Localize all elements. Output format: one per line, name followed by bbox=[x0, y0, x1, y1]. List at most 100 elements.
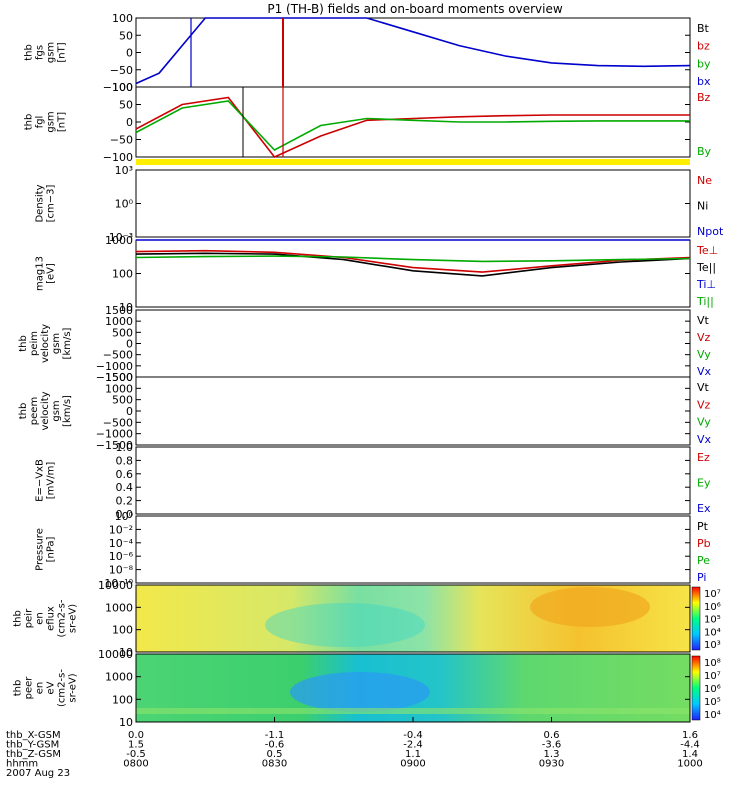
legend-Ey: Ey bbox=[697, 477, 711, 490]
xaxis-value: 0.0 bbox=[128, 730, 144, 741]
legend-Ni: Ni bbox=[697, 200, 708, 213]
ylabel-line: gsm bbox=[46, 42, 57, 63]
series-fgl-Bz bbox=[135, 96, 690, 158]
y-tick-label: 10000 bbox=[98, 579, 133, 592]
y-tick-label: 1000 bbox=[105, 601, 133, 614]
xaxis-value: 1.4 bbox=[682, 749, 698, 760]
ylabel-line: (cm2-s- bbox=[57, 669, 68, 707]
series-temp-Te⊥ bbox=[135, 249, 691, 273]
ylabel-line: fgs bbox=[35, 45, 46, 60]
ylabel-line: [km/s] bbox=[62, 395, 73, 427]
panel-ylabel: thbpeereneV(cm2-s-sr-eV) bbox=[13, 669, 79, 707]
panel-frame bbox=[135, 515, 691, 584]
ylabel-line: sr-eV) bbox=[68, 673, 79, 702]
y-tick-label: 1000 bbox=[105, 671, 133, 684]
y-tick-label: −100 bbox=[103, 151, 133, 164]
panel-ylabel: thbpeireneflux(cm2-s-sr-eV) bbox=[13, 599, 79, 637]
legend-Ex: Ex bbox=[697, 502, 711, 515]
ylabel-line: [km/s] bbox=[62, 327, 73, 359]
panel-ylabel: thbpeemvelocitygsm[km/s] bbox=[18, 391, 73, 430]
ylabel-line: thb bbox=[13, 680, 24, 697]
y-tick-label: 100 bbox=[112, 12, 133, 25]
colorbar bbox=[691, 655, 701, 721]
legend-Vt: Vt bbox=[697, 381, 710, 394]
legend-Vx: Vx bbox=[697, 365, 712, 378]
xaxis-value: 0900 bbox=[400, 759, 425, 770]
ylabel-line: fgl bbox=[35, 116, 46, 129]
panel-ylabel: thbfgsgsm[nT] bbox=[24, 42, 68, 63]
y-tick-label: 500 bbox=[112, 394, 133, 407]
y-tick-label: 10⁰ bbox=[115, 198, 134, 211]
legend-Ti⊥: Ti⊥ bbox=[696, 278, 716, 291]
peer-low-energy-band bbox=[136, 708, 690, 714]
xaxis-value: 1000 bbox=[677, 759, 702, 770]
ylabel-line: [nT] bbox=[57, 112, 68, 132]
xaxis-value: -2.4 bbox=[403, 740, 423, 751]
legend-Npot: Npot bbox=[697, 225, 724, 238]
legend-Pt: Pt bbox=[697, 520, 709, 533]
legend-Vz: Vz bbox=[697, 331, 711, 344]
panel-ylabel: E=−VxB[mV/m] bbox=[35, 459, 57, 502]
legend-Vz: Vz bbox=[697, 398, 711, 411]
ylabel-line: peir bbox=[24, 608, 35, 628]
legend-Vy: Vy bbox=[697, 416, 711, 429]
legend-by: by bbox=[697, 57, 711, 70]
y-tick-label: 0.0 bbox=[116, 508, 134, 521]
ylabel-line: peer bbox=[24, 676, 35, 700]
panel-ylabel: Pressure[nPa] bbox=[35, 528, 57, 571]
panel-exb: 1.00.80.60.40.20.0 E=−VxB[mV/m] Ez Ey Ex bbox=[35, 441, 711, 521]
ylabel-line: eflux bbox=[46, 606, 57, 631]
panel-ylabel: Density[cm−3] bbox=[35, 184, 57, 222]
legend-bx: bx bbox=[697, 75, 711, 88]
y-tick-label: 0.2 bbox=[116, 495, 134, 508]
panel-frame bbox=[135, 446, 691, 515]
xaxis-value: 0.5 bbox=[267, 749, 283, 760]
ylabel-line: peem bbox=[29, 397, 40, 425]
colorbar-label: 10⁷ bbox=[704, 589, 721, 600]
ylabel-line: E=−VxB bbox=[35, 459, 46, 502]
xaxis-value: 1.3 bbox=[544, 749, 560, 760]
y-tick-label: 10⁰ bbox=[115, 510, 134, 523]
colorbar-label: 10⁶ bbox=[704, 602, 721, 613]
ylabel-line: eV bbox=[46, 681, 57, 694]
y-tick-label: 50 bbox=[119, 99, 133, 112]
y-tick-label: 0.8 bbox=[116, 454, 134, 467]
y-tick-label: −1500 bbox=[96, 439, 133, 452]
ylabel-line: velocity bbox=[40, 324, 51, 363]
quality-flag-bar bbox=[136, 159, 690, 165]
ylabel-line: (cm2-s- bbox=[57, 599, 68, 637]
ylabel-line: [eV] bbox=[46, 263, 57, 284]
series-fgl-By bbox=[135, 100, 690, 151]
xaxis-value: -4.4 bbox=[680, 740, 700, 751]
panel-ylabel: thbfglgsm[nT] bbox=[24, 111, 68, 132]
xaxis-value: 0800 bbox=[123, 759, 148, 770]
legend-Te||: Te|| bbox=[696, 261, 716, 274]
colorbar-label: 10⁸ bbox=[704, 658, 721, 669]
legend-Ez: Ez bbox=[697, 451, 710, 464]
xaxis-row-label: thb_X-GSM bbox=[6, 730, 61, 741]
y-tick-label: −100 bbox=[103, 81, 133, 94]
ylabel-line: gsm bbox=[46, 111, 57, 132]
xaxis-value: -0.5 bbox=[126, 749, 146, 760]
legend-Bz: Bz bbox=[697, 91, 711, 104]
y-tick-label: −500 bbox=[103, 416, 133, 429]
ylabel-line: [nPa] bbox=[46, 536, 57, 562]
y-tick-label: 1500 bbox=[105, 371, 133, 384]
y-tick-label: −1500 bbox=[96, 371, 133, 384]
series-temp-Te|| bbox=[135, 252, 691, 277]
ylabel-line: Pressure bbox=[35, 528, 46, 571]
legend-Vy: Vy bbox=[697, 348, 711, 361]
y-tick-label: 10000 bbox=[98, 648, 133, 661]
y-tick-label: 0 bbox=[126, 116, 133, 129]
legend-Pe: Pe bbox=[697, 554, 710, 567]
panels: 100500−50−100thbfgsgsm[nT]Btbzbybx100500… bbox=[13, 12, 724, 729]
xaxis-value: -3.6 bbox=[542, 740, 562, 751]
ylabel-line: [cm−3] bbox=[46, 185, 57, 223]
xaxis-row-label: thb_Z-GSM bbox=[6, 749, 61, 760]
xaxis-value: 1.1 bbox=[405, 749, 421, 760]
y-tick-label: 10 bbox=[119, 646, 133, 659]
xaxis-value: 0930 bbox=[539, 759, 564, 770]
panel-frame bbox=[135, 584, 691, 653]
